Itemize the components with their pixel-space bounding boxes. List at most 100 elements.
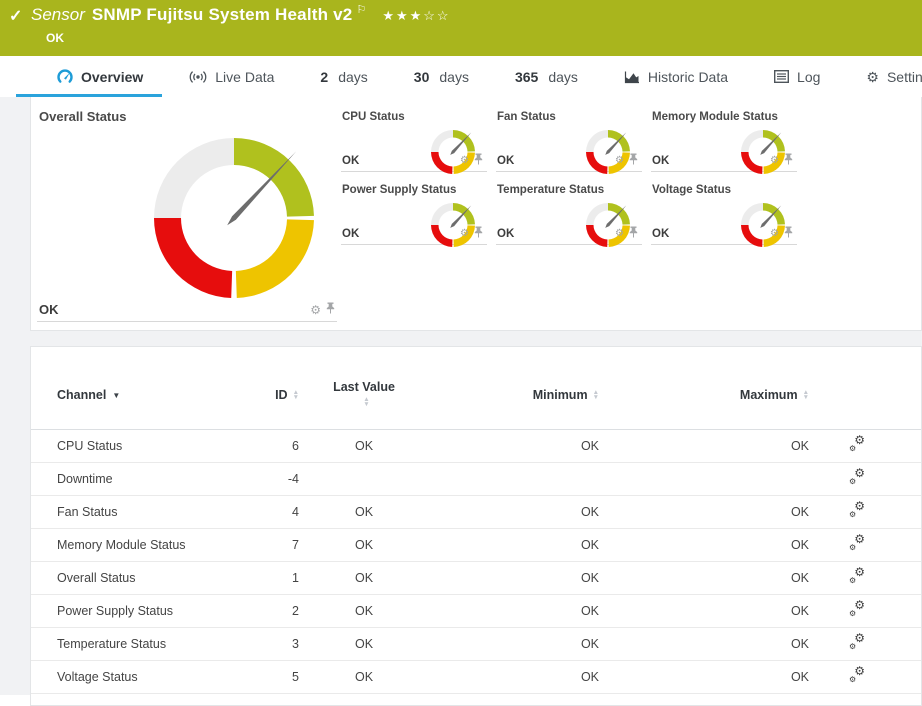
column-header-id[interactable]: ID ▲ ▼: [275, 388, 299, 402]
tab-bar: Overview Live Data 2 days 30 days 365 days Histo…: [0, 56, 922, 97]
mini-gauge-title: Memory Module Status: [652, 111, 778, 123]
pin-icon[interactable]: [629, 225, 638, 243]
mini-gauge-value: OK: [342, 155, 360, 167]
channel-settings-icon[interactable]: ⚙ ⚙: [849, 631, 865, 651]
cell-last-value: OK: [354, 439, 374, 453]
gear-icon[interactable]: ⚙: [310, 302, 321, 317]
cell-last-value: OK: [354, 670, 374, 684]
cell-last-value: OK: [354, 637, 374, 651]
mini-gauge-memory-module-status: Memory Module Status OK ⚙: [651, 111, 797, 174]
pin-icon[interactable]: [474, 225, 483, 243]
mini-gauge-dial: [578, 195, 638, 255]
cell-id: 4: [292, 505, 299, 519]
tab-range-number: 30: [413, 68, 430, 85]
column-header-channel[interactable]: Channel ▼: [57, 388, 121, 402]
table-row-fan-status[interactable]: Fan Status 4 OK OK OK ⚙ ⚙: [31, 496, 921, 529]
mini-gauge-actions: ⚙: [460, 152, 483, 170]
cell-id: 1: [292, 571, 299, 585]
tab-settings[interactable]: ⚙ Settings: [843, 56, 922, 97]
cell-maximum: OK: [790, 505, 809, 519]
channel-settings-icon[interactable]: ⚙ ⚙: [849, 532, 865, 552]
tab-2-days[interactable]: 2 days: [297, 56, 390, 97]
tab-label: Live Data: [215, 68, 275, 85]
flag-icon[interactable]: ⚐: [356, 4, 367, 16]
cell-maximum: OK: [790, 571, 809, 585]
cell-channel: Downtime: [57, 472, 113, 486]
pin-icon[interactable]: [326, 301, 335, 319]
mini-gauge-actions: ⚙: [615, 152, 638, 170]
mini-gauge-actions: ⚙: [770, 152, 793, 170]
tab-30-days[interactable]: 30 days: [391, 56, 492, 97]
cell-divider: [341, 171, 487, 172]
gear-icon[interactable]: ⚙: [460, 228, 469, 239]
cell-id: -4: [287, 472, 299, 486]
pin-icon[interactable]: [784, 225, 793, 243]
pin-icon[interactable]: [784, 152, 793, 170]
column-header-last-value[interactable]: Last Value ▲ ▼: [333, 380, 395, 408]
column-header-minimum[interactable]: Minimum ▲ ▼: [532, 388, 599, 402]
channel-settings-icon[interactable]: ⚙ ⚙: [849, 433, 865, 453]
cell-last-value: OK: [354, 604, 374, 618]
cell-maximum: OK: [790, 637, 809, 651]
tab-live-data[interactable]: Live Data: [166, 56, 297, 97]
cell-channel: Fan Status: [57, 505, 118, 519]
channel-settings-icon[interactable]: ⚙ ⚙: [849, 598, 865, 618]
pin-icon[interactable]: [629, 152, 638, 170]
channel-settings-icon[interactable]: ⚙ ⚙: [849, 499, 865, 519]
cell-minimum: OK: [580, 538, 599, 552]
mini-gauge-value: OK: [652, 155, 670, 167]
gear-icon[interactable]: ⚙: [615, 228, 624, 239]
cell-last-value: OK: [354, 538, 374, 552]
cell-minimum: OK: [580, 637, 599, 651]
column-header-maximum[interactable]: Maximum ▲ ▼: [739, 388, 809, 402]
table-row-voltage-status[interactable]: Voltage Status 5 OK OK OK ⚙ ⚙: [31, 661, 921, 694]
cell-id: 2: [292, 604, 299, 618]
gear-icon: ⚙: [866, 68, 879, 85]
cell-minimum: OK: [580, 604, 599, 618]
mini-gauge-actions: ⚙: [460, 225, 483, 243]
mini-gauge-value: OK: [652, 228, 670, 240]
mini-gauge-cpu-status: CPU Status OK ⚙: [341, 111, 487, 174]
priority-stars[interactable]: ★★★☆☆: [382, 8, 451, 23]
page-title: SNMP Fujitsu System Health v2: [91, 5, 353, 24]
table-row-cpu-status[interactable]: CPU Status 6 OK OK OK ⚙ ⚙: [31, 430, 921, 463]
tab-overview[interactable]: Overview: [15, 56, 166, 97]
cell-divider: [496, 244, 642, 245]
cell-id: 6: [292, 439, 299, 453]
tab-365-days[interactable]: 365 days: [492, 56, 601, 97]
gear-icon[interactable]: ⚙: [770, 228, 779, 239]
tab-label: Log: [797, 68, 821, 85]
tab-label: days: [548, 68, 578, 85]
gear-icon[interactable]: ⚙: [615, 155, 624, 166]
mini-gauge-power-supply-status: Power Supply Status OK ⚙: [341, 184, 487, 247]
pin-icon[interactable]: [474, 152, 483, 170]
tab-log[interactable]: Log: [751, 56, 843, 97]
tab-label: Historic Data: [647, 68, 729, 85]
mini-gauge-voltage-status: Voltage Status OK ⚙: [651, 184, 797, 247]
channel-settings-icon[interactable]: ⚙ ⚙: [849, 565, 865, 585]
gear-icon[interactable]: ⚙: [770, 155, 779, 166]
cell-channel: CPU Status: [57, 439, 123, 453]
sensor-status-badge: OK: [46, 31, 64, 45]
table-row-power-supply-status[interactable]: Power Supply Status 2 OK OK OK ⚙ ⚙: [31, 595, 921, 628]
table-row-temperature-status[interactable]: Temperature Status 3 OK OK OK ⚙ ⚙: [31, 628, 921, 661]
cell-channel: Voltage Status: [57, 670, 138, 684]
table-row-memory-module-status[interactable]: Memory Module Status 7 OK OK OK ⚙ ⚙: [31, 529, 921, 562]
status-check-icon: ✓: [9, 8, 23, 25]
table-row-downtime[interactable]: Downtime -4 ⚙ ⚙: [31, 463, 921, 496]
tab-historic-data[interactable]: Historic Data: [601, 56, 751, 97]
gear-icon[interactable]: ⚙: [460, 155, 469, 166]
overall-gauge-value: OK: [39, 302, 59, 317]
channels-table-body: CPU Status 6 OK OK OK ⚙ ⚙ Downtime -4 ⚙ ⚙ Fan Statu…: [31, 430, 921, 694]
cell-channel: Overall Status: [57, 571, 136, 585]
tab-range-number: 365: [514, 68, 539, 85]
overall-gauge-actions: ⚙: [310, 301, 335, 319]
table-row-overall-status[interactable]: Overall Status 1 OK OK OK ⚙ ⚙: [31, 562, 921, 595]
cell-maximum: OK: [790, 538, 809, 552]
channel-settings-icon[interactable]: ⚙ ⚙: [849, 664, 865, 684]
tab-label: Settings: [886, 68, 922, 85]
channel-settings-icon[interactable]: ⚙ ⚙: [849, 466, 865, 486]
cell-minimum: OK: [580, 571, 599, 585]
mini-gauge-title: Temperature Status: [497, 184, 605, 196]
sort-icon: ▲ ▼: [363, 396, 370, 408]
